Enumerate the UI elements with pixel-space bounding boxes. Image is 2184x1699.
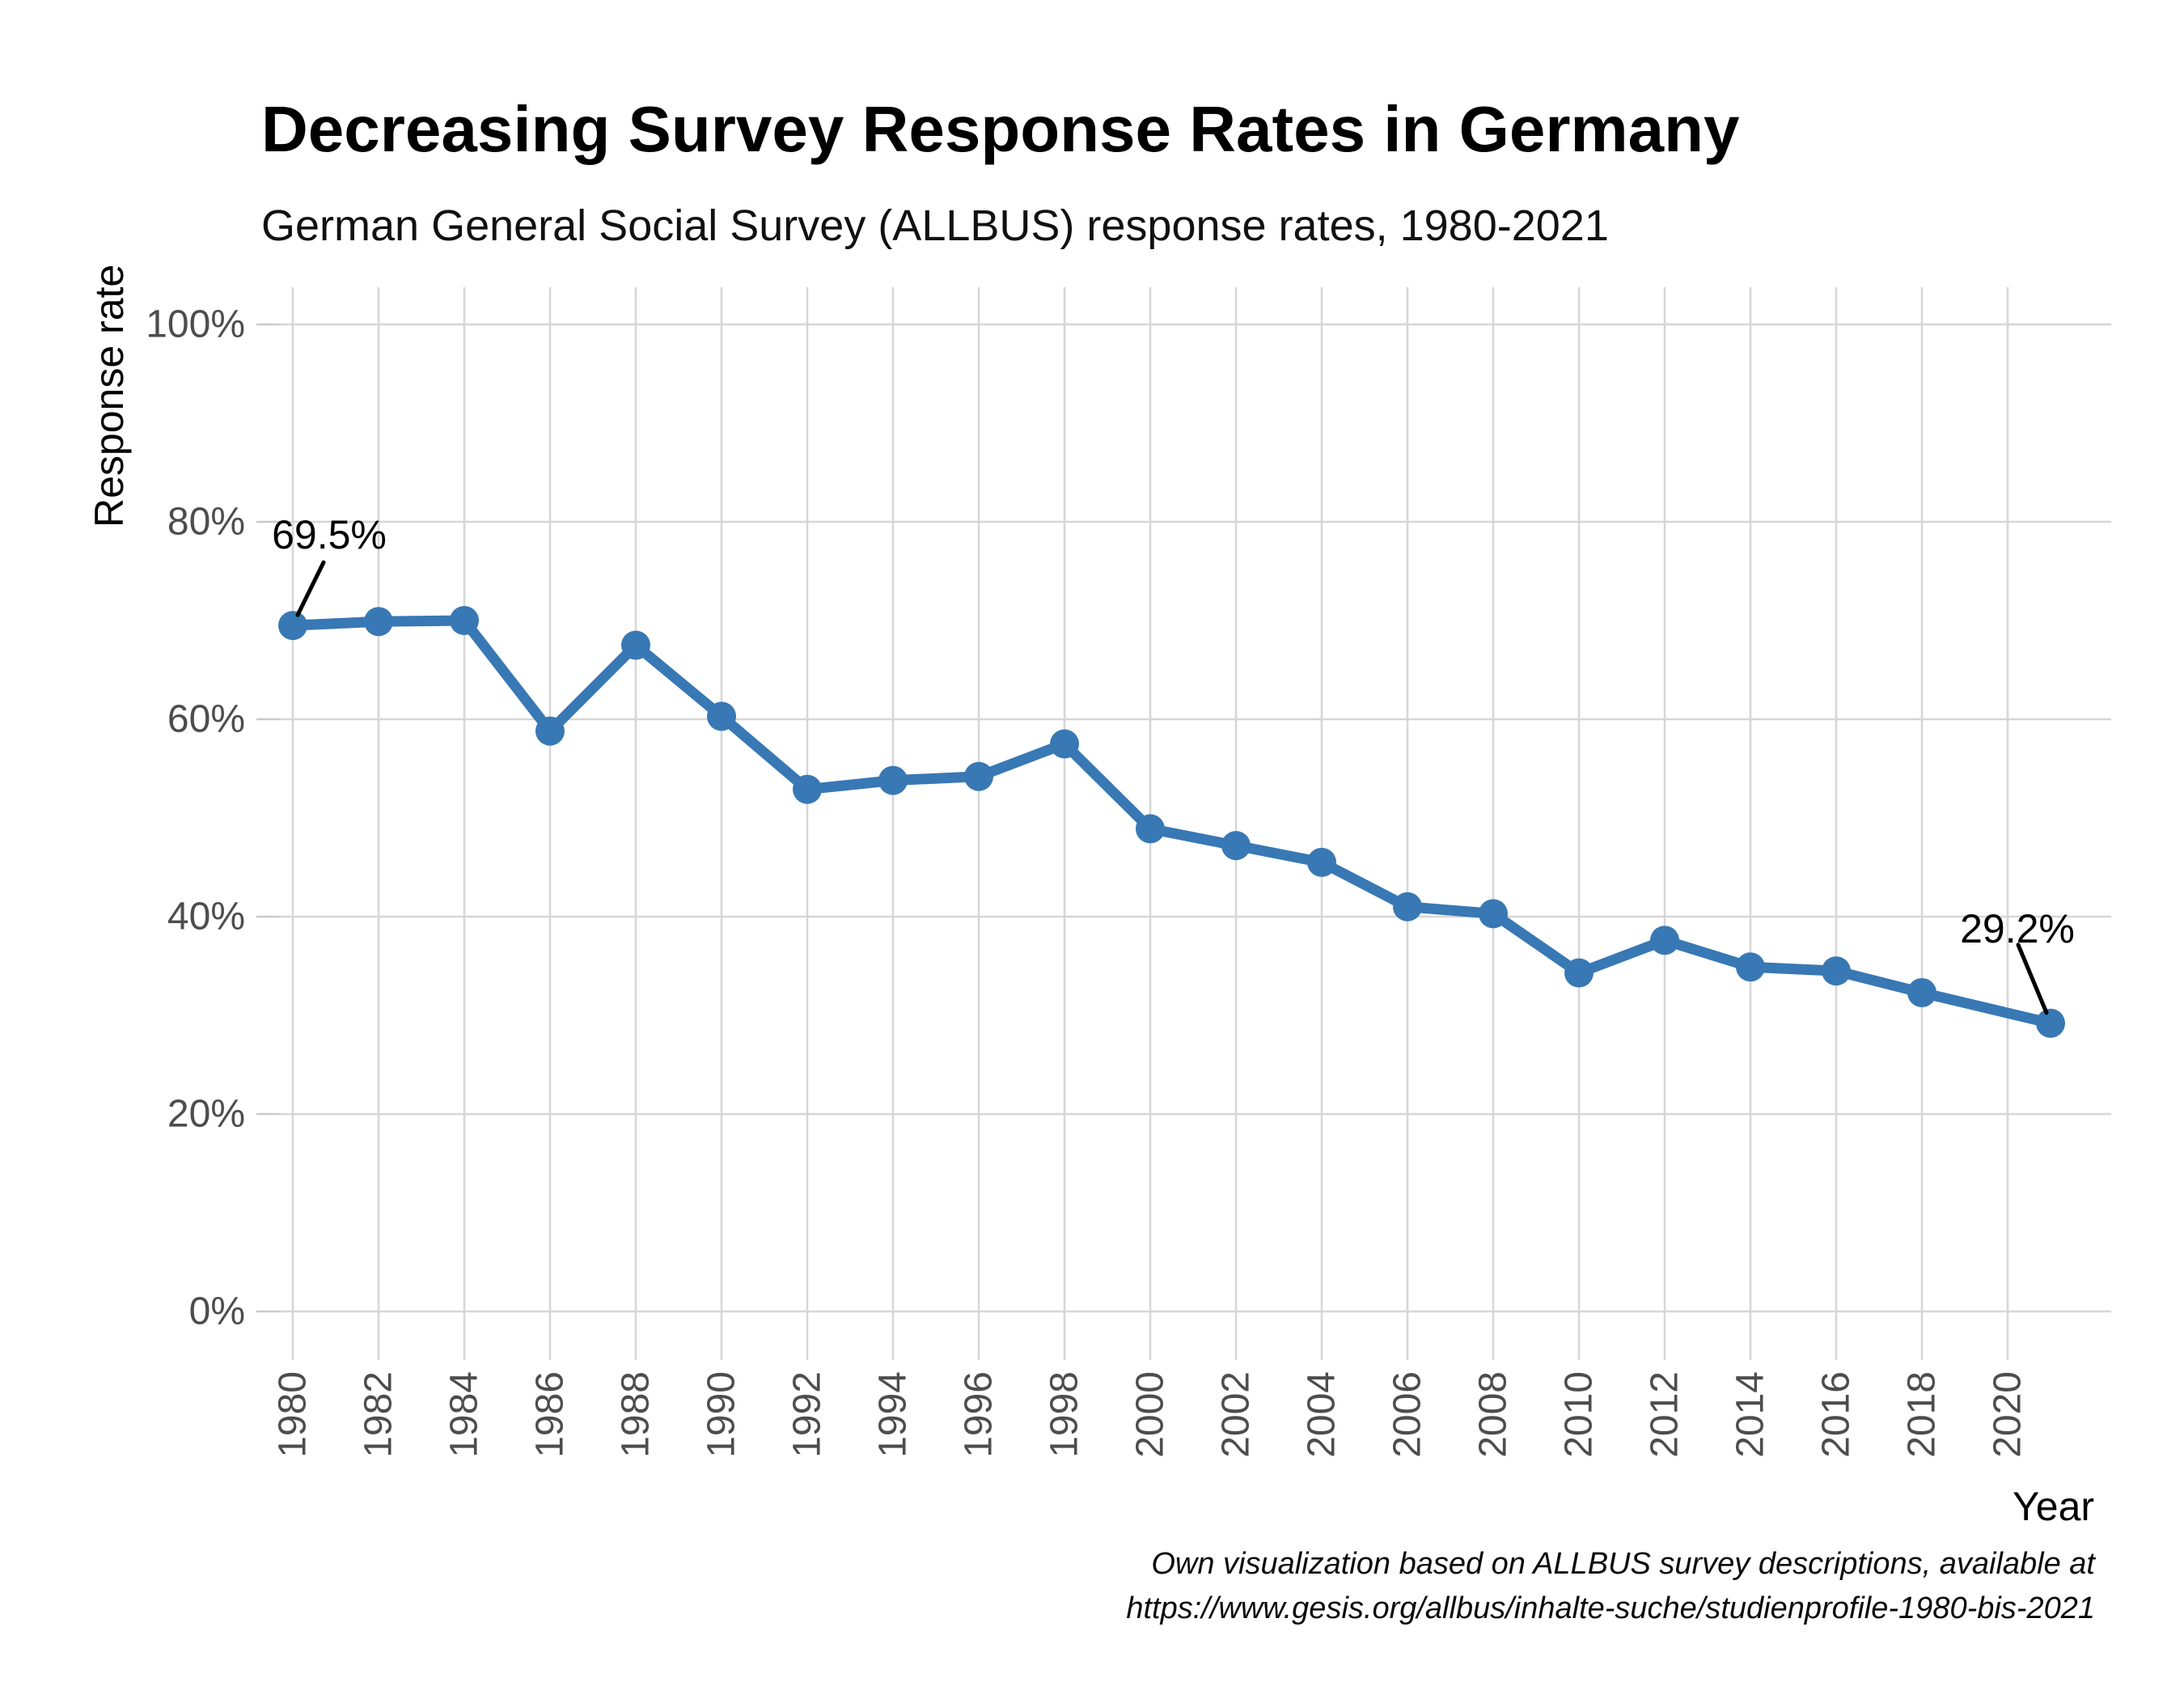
annotation-label: 29.2% <box>1960 906 2075 951</box>
data-point <box>1221 831 1251 861</box>
x-tick-label: 2018 <box>1901 1371 1944 1458</box>
annotation-label: 69.5% <box>272 512 387 557</box>
annotation-leader-line <box>2016 943 2049 1015</box>
x-tick-label: 1988 <box>615 1371 658 1458</box>
x-tick-label: 1998 <box>1043 1371 1086 1458</box>
x-tick-label: 1980 <box>272 1371 315 1458</box>
y-tick-label: 0% <box>189 1290 245 1333</box>
data-point <box>278 611 307 641</box>
source-caption-line1: Own visualization based on ALLBUS survey… <box>1151 1547 2095 1581</box>
x-tick-label: 2012 <box>1644 1371 1687 1458</box>
chart-subtitle: German General Social Survey (ALLBUS) re… <box>261 201 1609 250</box>
data-point <box>2036 1008 2065 1038</box>
y-tick-label: 80% <box>167 501 245 544</box>
data-point <box>793 774 822 804</box>
x-tick-label: 2000 <box>1129 1371 1172 1458</box>
x-tick-label: 2004 <box>1301 1371 1344 1458</box>
source-caption: Own visualization based on ALLBUS survey… <box>1126 1542 2095 1631</box>
data-point <box>964 761 993 791</box>
data-point <box>1564 958 1594 988</box>
x-tick-label: 1986 <box>529 1371 572 1458</box>
x-tick-label: 2006 <box>1386 1371 1429 1458</box>
data-point <box>1907 977 1936 1007</box>
data-point <box>878 765 908 795</box>
data-point <box>364 607 393 637</box>
data-point <box>621 630 650 660</box>
data-point <box>450 606 479 635</box>
y-tick-label: 40% <box>167 896 245 938</box>
source-caption-line2: https://www.gesis.org/allbus/inhalte-suc… <box>1126 1591 2095 1626</box>
data-point <box>1479 899 1508 929</box>
x-tick-label: 2008 <box>1472 1371 1515 1458</box>
x-tick-label: 1994 <box>872 1371 915 1458</box>
y-tick-label: 100% <box>146 303 245 346</box>
data-point <box>1393 892 1422 922</box>
annotation-leader-line <box>295 560 326 617</box>
data-point <box>1736 952 1765 982</box>
y-tick-label: 20% <box>167 1093 245 1136</box>
data-point <box>1307 847 1336 877</box>
data-point <box>535 716 565 746</box>
x-tick-label: 2016 <box>1815 1371 1858 1458</box>
x-tick-label: 1990 <box>700 1371 743 1458</box>
x-tick-label: 1996 <box>958 1371 1001 1458</box>
x-tick-label: 1992 <box>786 1371 829 1458</box>
y-tick-label: 60% <box>167 698 245 741</box>
x-tick-label: 2020 <box>1987 1371 2030 1458</box>
chart-title: Decreasing Survey Response Rates in Germ… <box>261 93 1740 165</box>
x-tick-label: 1984 <box>443 1371 486 1458</box>
data-point <box>1136 814 1165 844</box>
x-tick-label: 2014 <box>1729 1371 1772 1458</box>
x-tick-label: 2002 <box>1215 1371 1258 1458</box>
x-tick-label: 2010 <box>1558 1371 1601 1458</box>
x-axis-title: Year <box>2013 1484 2095 1529</box>
x-tick-label: 1982 <box>358 1371 400 1458</box>
data-point <box>1650 926 1679 955</box>
data-point <box>1822 956 1851 986</box>
data-point <box>707 701 736 731</box>
data-line <box>287 615 2056 1029</box>
data-point <box>1050 729 1079 759</box>
